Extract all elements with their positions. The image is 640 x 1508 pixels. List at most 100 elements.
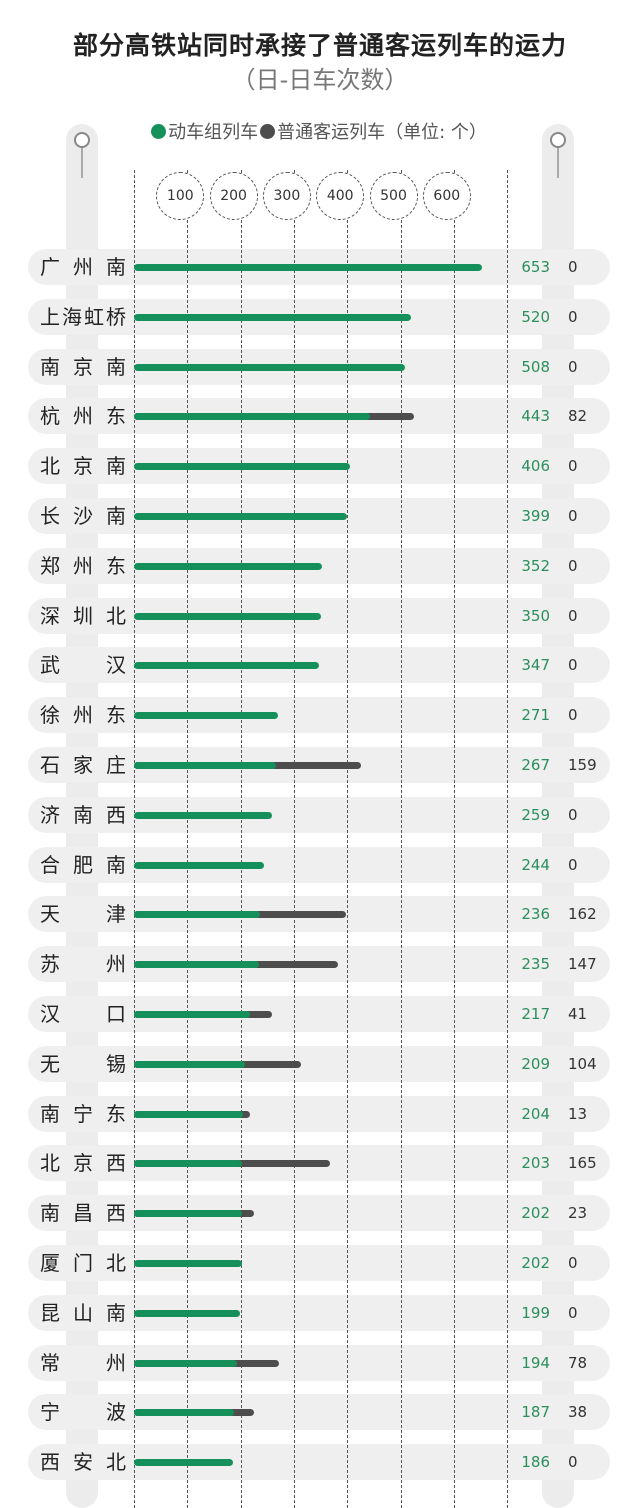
row-background	[28, 647, 610, 684]
station-label: 北 京 西	[40, 1151, 126, 1176]
value-emu: 199	[521, 1303, 550, 1322]
value-emu: 271	[521, 706, 550, 725]
value-emu: 194	[521, 1353, 550, 1372]
value-regular: 38	[568, 1403, 588, 1422]
value-regular: 162	[568, 905, 597, 924]
station-label: 长 沙 南	[40, 504, 126, 528]
bar-emu	[134, 363, 405, 371]
value-regular: 0	[568, 606, 578, 625]
bar-emu	[134, 1060, 246, 1068]
value-emu: 653	[521, 258, 550, 276]
value-emu: 203	[521, 1154, 550, 1173]
row-background	[28, 697, 610, 734]
value-emu: 202	[521, 1204, 550, 1223]
value-regular: 13	[568, 1104, 588, 1123]
value-regular: 0	[568, 307, 578, 326]
grid-line	[240, 170, 242, 1508]
legend-dot-regular	[260, 124, 276, 139]
value-emu: 520	[521, 307, 550, 326]
chart-subtitle: （日-日车次数）	[231, 66, 409, 94]
bar-emu	[134, 662, 319, 670]
station-label: 天 津	[40, 902, 126, 927]
x-tick-label: 200	[209, 172, 258, 220]
bar-emu	[134, 1459, 234, 1467]
value-regular: 0	[568, 357, 578, 376]
bar-emu	[134, 562, 322, 570]
grid-line	[453, 170, 455, 1508]
bar-emu	[134, 1210, 242, 1218]
value-emu: 217	[521, 1005, 550, 1023]
legend-dot-emu	[151, 124, 167, 139]
value-regular: 0	[568, 457, 578, 476]
grid-line	[187, 170, 189, 1508]
station-label: 苏 州	[40, 952, 126, 977]
value-emu: 347	[521, 656, 550, 675]
value-regular: 23	[568, 1204, 588, 1223]
axis-line-zero	[134, 170, 135, 1508]
station-label: 石 家 庄	[40, 753, 126, 777]
station-label: 武 汉	[40, 653, 126, 678]
station-label: 济 南 西	[40, 802, 126, 827]
grid-line	[347, 170, 349, 1508]
x-tick-label: 400	[316, 172, 365, 220]
value-regular: 82	[568, 407, 588, 426]
x-tick-label: 100	[156, 172, 205, 220]
value-emu: 352	[521, 556, 550, 575]
station-label: 汉 口	[40, 1002, 126, 1026]
station-label: 徐 州 东	[40, 703, 126, 728]
bar-emu	[134, 1260, 242, 1267]
bar-emu	[134, 712, 279, 720]
station-label: 上海虹桥	[40, 304, 126, 329]
bar-emu	[134, 861, 265, 869]
station-label: 北 京 南	[40, 454, 126, 479]
value-emu: 508	[521, 357, 550, 376]
value-emu: 202	[521, 1254, 550, 1272]
station-label: 昆 山 南	[40, 1300, 126, 1325]
value-emu: 236	[521, 905, 550, 924]
row-background	[28, 1444, 610, 1481]
bar-emu	[134, 1309, 241, 1317]
x-tick-label: 500	[369, 172, 418, 220]
bar-emu	[134, 264, 483, 271]
row-background	[28, 846, 610, 883]
chart-title: 部分高铁站同时承接了普通客运列车的运力	[72, 31, 567, 60]
value-emu: 267	[521, 756, 550, 774]
row-background	[28, 1344, 610, 1381]
station-label: 南 京 南	[40, 354, 126, 379]
bar-emu	[134, 513, 347, 520]
x-tick-label: 300	[262, 172, 311, 220]
row-background	[28, 1045, 610, 1082]
value-regular: 78	[568, 1353, 588, 1372]
bar-emu	[134, 911, 260, 919]
value-emu: 204	[521, 1104, 550, 1123]
row-background	[28, 1245, 610, 1281]
value-emu: 244	[521, 855, 550, 874]
value-regular: 41	[568, 1005, 588, 1023]
value-regular: 0	[568, 258, 578, 276]
row-background	[28, 1195, 610, 1232]
station-label: 宁 波	[40, 1400, 126, 1425]
bar-emu	[134, 1160, 243, 1168]
value-regular: 0	[568, 656, 578, 675]
left-pole-stem	[81, 148, 83, 178]
value-emu: 186	[521, 1453, 550, 1472]
value-regular: 0	[568, 507, 578, 525]
value-regular: 147	[568, 955, 597, 974]
grid-line	[293, 170, 295, 1508]
station-label: 广 州 南	[40, 255, 126, 279]
value-regular: 104	[568, 1054, 597, 1073]
bar-emu	[134, 413, 371, 421]
value-emu: 187	[521, 1403, 550, 1422]
bar-emu	[134, 1110, 243, 1118]
station-label: 常 州	[40, 1350, 126, 1375]
station-label: 南 昌 西	[40, 1201, 126, 1226]
right-pole-stem	[557, 148, 559, 178]
row-background	[28, 1095, 610, 1132]
station-label: 无 锡	[40, 1051, 126, 1076]
bar-emu	[134, 762, 277, 769]
row-background	[28, 996, 610, 1032]
value-regular: 0	[568, 1303, 578, 1322]
station-label: 厦 门 北	[40, 1251, 126, 1275]
bar-emu	[134, 612, 321, 620]
bar-emu	[134, 1409, 234, 1417]
